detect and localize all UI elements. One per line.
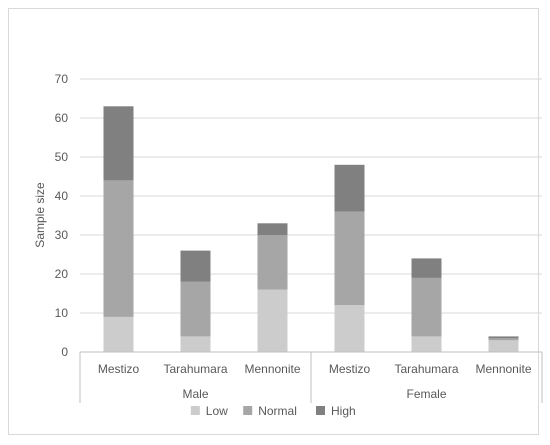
y-tick-label: 0: [61, 345, 68, 359]
bar-segment-high: [488, 336, 519, 339]
bar-segment-normal: [488, 338, 519, 341]
y-tick-label: 30: [55, 228, 69, 242]
gridlines: [80, 78, 542, 353]
bar-segment-normal: [180, 281, 211, 337]
x-tick-label: Mennonite: [244, 362, 300, 376]
legend-swatch-high: [316, 406, 325, 415]
legend: Low Normal High: [190, 404, 356, 418]
y-tick-label: 40: [55, 189, 69, 203]
legend-label: Normal: [258, 404, 297, 418]
bar-segment-normal: [257, 235, 288, 290]
bar-segment-high: [103, 106, 134, 181]
x-tick-label: Tarahumara: [163, 362, 227, 376]
legend-label: High: [331, 404, 356, 418]
y-axis: 0 10 20 30 40 50 60 70: [55, 72, 69, 359]
bar-segment-low: [180, 336, 211, 352]
y-axis-label: Sample size: [33, 182, 47, 248]
y-tick-label: 70: [55, 72, 69, 86]
bar-segment-low: [103, 316, 134, 352]
bar-segment-low: [411, 336, 442, 352]
bar-segment-normal: [334, 211, 365, 306]
legend-swatch-low: [190, 406, 200, 415]
x-group-label: Female: [406, 387, 446, 401]
bars: [103, 106, 519, 352]
bar-segment-high: [257, 223, 288, 235]
bar-segment-normal: [411, 277, 442, 337]
bar-segment-normal: [103, 180, 134, 317]
y-tick-label: 10: [55, 306, 69, 320]
x-tick-label: Tarahumara: [394, 362, 458, 376]
y-tick-label: 60: [55, 111, 69, 125]
legend-swatch-normal: [243, 406, 253, 415]
legend-label: Low: [206, 404, 228, 418]
bar-segment-high: [180, 250, 211, 282]
bar-segment-high: [411, 258, 442, 278]
bar-segment-low: [488, 340, 519, 352]
x-tick-label: Mestizo: [98, 362, 140, 376]
bar-segment-high: [334, 164, 365, 212]
y-tick-label: 20: [55, 267, 69, 281]
y-tick-label: 50: [55, 150, 69, 164]
x-tick-label: Mestizo: [329, 362, 371, 376]
bar-segment-low: [334, 305, 365, 352]
bar-segment-low: [257, 289, 288, 352]
x-tick-label: Mennonite: [475, 362, 531, 376]
x-axis: Mestizo Tarahumara Mennonite Mestizo Tarahum…: [79, 351, 543, 403]
x-group-label: Male: [182, 387, 208, 401]
